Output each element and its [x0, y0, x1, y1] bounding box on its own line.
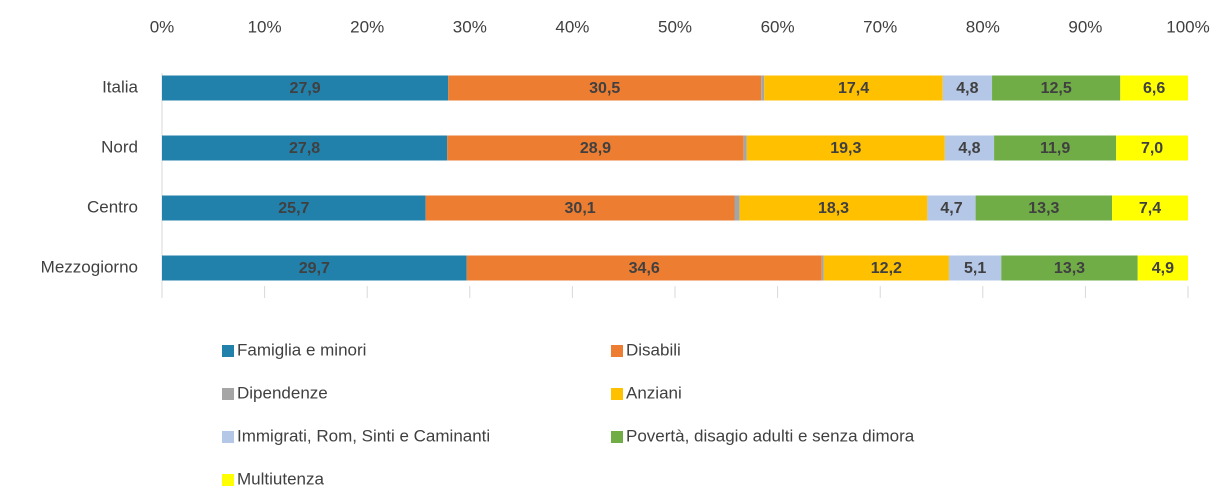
legend-label: Anziani	[626, 383, 682, 402]
bar-segment	[743, 135, 747, 161]
bar-segment	[162, 195, 426, 221]
legend-swatch	[222, 388, 234, 400]
x-tick-label: 10%	[248, 17, 282, 36]
data-label: 19,3	[830, 140, 861, 157]
bar-segment	[975, 195, 1113, 221]
data-label: 7,0	[1141, 140, 1163, 157]
data-label: 17,4	[838, 80, 869, 97]
x-tick-label: 30%	[453, 17, 487, 36]
bar-segment	[734, 195, 740, 221]
legend-label: Disabili	[626, 340, 681, 359]
bar-segment	[944, 135, 995, 161]
x-tick-label: 60%	[761, 17, 795, 36]
bar-segment	[927, 195, 976, 221]
bar-segment	[448, 75, 762, 101]
data-label: 11,9	[1040, 140, 1070, 157]
data-label: 18,3	[818, 200, 849, 217]
x-tick-label: 20%	[350, 17, 384, 36]
bar-segment	[466, 255, 822, 281]
data-label: 6,6	[1143, 80, 1165, 97]
data-label: 13,3	[1028, 200, 1059, 217]
bar-segment	[764, 75, 943, 101]
data-label: 28,9	[580, 140, 611, 157]
x-tick-label: 80%	[966, 17, 1000, 36]
data-label: 12,5	[1041, 80, 1072, 97]
data-label: 4,9	[1152, 260, 1174, 277]
bar-segment	[739, 195, 928, 221]
data-label: 5,1	[964, 260, 986, 277]
legend-label: Immigrati, Rom, Sinti e Caminanti	[237, 426, 490, 445]
bar-segment	[761, 75, 765, 101]
legend-swatch	[222, 345, 234, 357]
x-tick-label: 0%	[150, 17, 175, 36]
data-label: 4,8	[956, 80, 978, 97]
data-label: 4,8	[958, 140, 980, 157]
data-label: 27,8	[289, 140, 320, 157]
x-tick-label: 100%	[1166, 17, 1209, 36]
legend-swatch	[611, 345, 623, 357]
bar-segment	[1137, 255, 1188, 281]
bar-segment	[162, 255, 467, 281]
bar-segment	[1116, 135, 1188, 161]
bar-segment	[942, 75, 993, 101]
x-tick-label: 40%	[555, 17, 589, 36]
x-tick-label: 70%	[863, 17, 897, 36]
y-tick-label: Mezzogiorno	[41, 257, 138, 276]
data-label: 34,6	[629, 260, 660, 277]
bar-segment	[823, 255, 949, 281]
bar-segment	[994, 135, 1117, 161]
x-tick-label: 90%	[1068, 17, 1102, 36]
y-tick-label: Nord	[101, 137, 138, 156]
data-label: 25,7	[278, 200, 309, 217]
data-label: 13,3	[1054, 260, 1085, 277]
data-label: 7,4	[1139, 200, 1161, 217]
bar-segment	[821, 255, 824, 281]
legend-label: Dipendenze	[237, 383, 328, 402]
data-label: 12,2	[871, 260, 902, 277]
legend-swatch	[222, 431, 234, 443]
data-label: 29,7	[299, 260, 330, 277]
legend-swatch	[222, 474, 234, 486]
data-label: 4,7	[940, 200, 962, 217]
bar-segment	[162, 75, 449, 101]
bar-segment	[1001, 255, 1138, 281]
x-tick-label: 50%	[658, 17, 692, 36]
bar-segment	[447, 135, 744, 161]
y-tick-label: Centro	[87, 197, 138, 216]
bar-segment	[1112, 195, 1188, 221]
legend-label: Povertà, disagio adulti e senza dimora	[626, 426, 915, 445]
legend-swatch	[611, 431, 623, 443]
bar-segment	[1120, 75, 1188, 101]
bar-segment	[162, 135, 448, 161]
bar-segment	[948, 255, 1002, 281]
y-tick-label: Italia	[102, 77, 138, 96]
bar-segment	[992, 75, 1121, 101]
data-label: 30,5	[589, 80, 620, 97]
bar-segment	[746, 135, 945, 161]
data-label: 27,9	[290, 80, 321, 97]
legend-swatch	[611, 388, 623, 400]
legend-label: Famiglia e minori	[237, 340, 366, 359]
bar-segment	[425, 195, 735, 221]
legend-label: Multiutenza	[237, 469, 324, 488]
data-label: 30,1	[565, 200, 596, 217]
